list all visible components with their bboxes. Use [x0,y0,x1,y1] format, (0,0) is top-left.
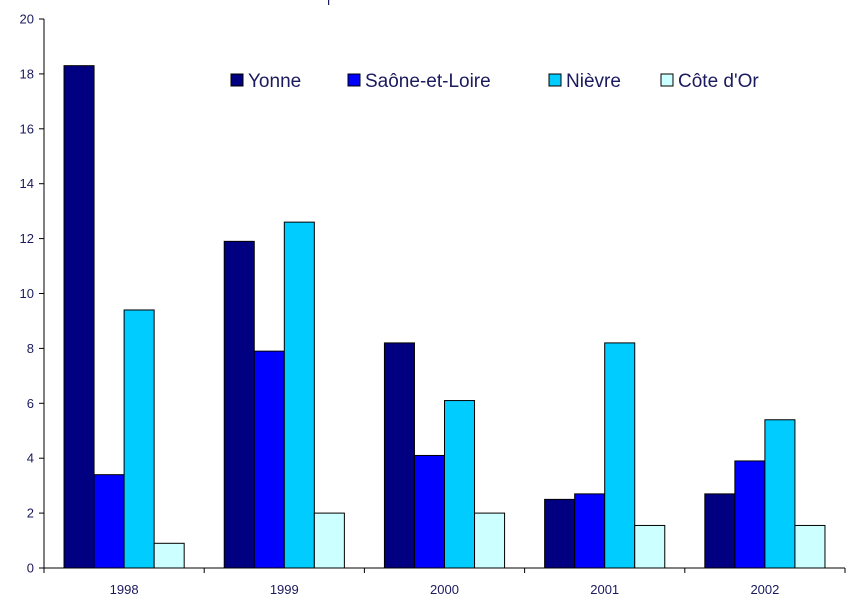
y-tick-label: 6 [27,396,34,411]
legend-swatch [660,73,674,87]
bar [604,342,636,569]
legend-swatch [548,73,562,87]
y-tick-label: 2 [27,506,34,521]
y-axis: 0 2 4 6 8 10 12 14 16 18 20 [20,12,45,576]
x-tick-label: 2001 [590,582,619,597]
bar [764,419,796,569]
y-tick-label: 14 [20,176,34,191]
bar [283,221,315,569]
y-tick-label: 20 [20,12,34,27]
y-tick-label: 0 [27,561,34,576]
y-tick-label: 12 [20,231,34,246]
legend-label: Côte d'Or [678,71,759,92]
x-tick-label: 2000 [430,582,459,597]
x-tick-label: 1999 [270,582,299,597]
legend: Yonne Saône-et-Loire Nièvre Côte d'Or [230,71,759,92]
bar [704,493,736,569]
bar [734,460,766,569]
y-tick-label: 10 [20,286,34,301]
y-tick-label: 8 [27,341,34,356]
legend-label: Nièvre [566,71,621,92]
bar [474,512,506,569]
x-axis: 1998 1999 2000 2001 2002 [43,567,846,597]
bar [794,524,826,569]
bar [383,342,415,569]
bars [63,65,826,569]
legend-label: Yonne [248,71,301,92]
y-tick-label: 16 [20,121,34,136]
bar [253,350,285,569]
bar [223,240,255,569]
bar [153,542,185,569]
bar [544,498,576,569]
x-tick-label: 1998 [110,582,139,597]
bar [444,400,476,569]
title-fragment [328,0,330,5]
bar [63,65,95,569]
bar [313,512,345,569]
y-tick-label: 4 [27,451,34,466]
bar [123,309,155,569]
legend-swatch [347,73,361,87]
bar [93,474,125,569]
legend-label: Saône-et-Loire [365,71,491,92]
bar [413,454,445,569]
bar [574,493,606,569]
y-tick-label: 18 [20,66,34,81]
bar [634,524,666,569]
x-tick-label: 2002 [750,582,779,597]
title-fragment-mark [328,0,330,5]
legend-swatch [230,73,244,87]
